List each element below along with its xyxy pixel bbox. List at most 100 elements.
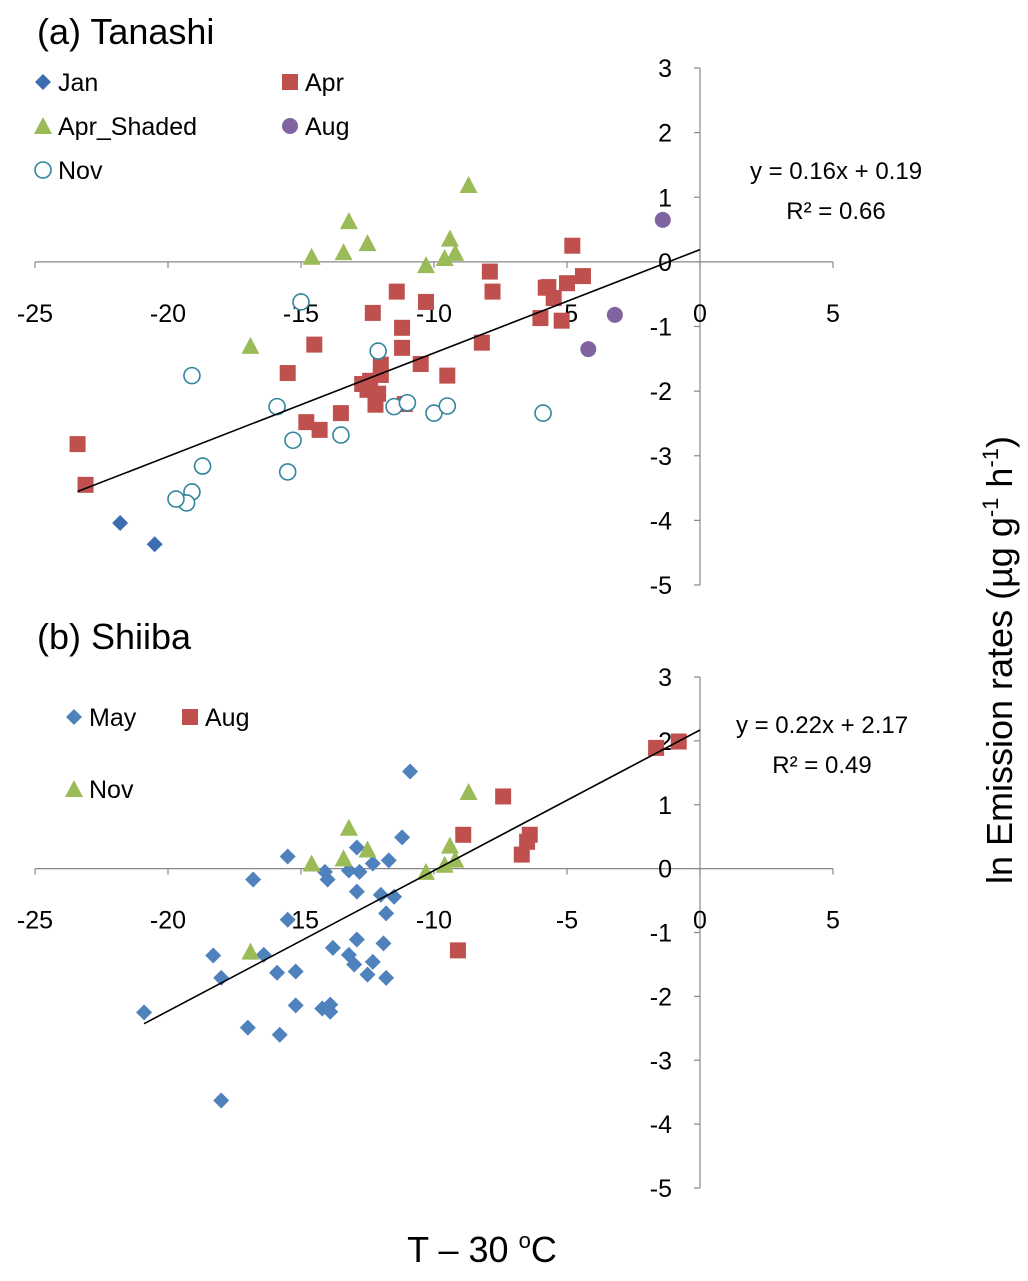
data-point (213, 969, 230, 986)
data-point (473, 334, 490, 351)
data-point (271, 1026, 288, 1043)
data-point (287, 997, 304, 1014)
data-point (339, 818, 358, 836)
data-point (402, 763, 419, 780)
data-point (239, 1019, 256, 1036)
data-point (375, 935, 392, 952)
data-point (449, 942, 466, 959)
y-label-part: ) (979, 436, 1020, 448)
data-point (439, 367, 456, 384)
y-tick-label: 3 (658, 664, 672, 692)
data-point (394, 319, 411, 336)
trendline-equation: y = 0.16x + 0.19 (750, 158, 922, 185)
data-point (319, 871, 336, 888)
x-label-part: T – 30 (407, 1229, 518, 1270)
data-point (364, 855, 381, 872)
legend-label: Jan (58, 69, 98, 97)
data-point (440, 229, 459, 247)
y-tick-label: 1 (658, 184, 672, 212)
data-point (455, 826, 472, 843)
y-tick-label: -5 (650, 572, 672, 600)
data-point (324, 939, 341, 956)
data-point (183, 366, 201, 385)
data-point (388, 283, 405, 300)
x-label-sup: o (519, 1228, 531, 1253)
trendline-equation: y = 0.22x + 2.17 (736, 712, 908, 739)
data-point (580, 341, 597, 358)
y-tick-label: -3 (650, 1047, 672, 1075)
legend-label: May (89, 704, 137, 732)
legend-label: Aug (205, 704, 249, 732)
legend-marker (35, 74, 51, 90)
x-tick-label: -25 (17, 907, 53, 935)
data-point (112, 514, 129, 531)
y-label-part: ln Emission rates (µg g (979, 517, 1020, 884)
x-tick-label: 5 (826, 907, 840, 935)
data-point (459, 175, 478, 193)
data-point (378, 905, 395, 922)
data-point (398, 393, 417, 412)
y-axis-title: ln Emission rates (µg g-1 h-1) (978, 436, 1020, 884)
data-point (241, 336, 260, 354)
data-point (386, 888, 403, 905)
x-tick-label: -5 (556, 907, 578, 935)
data-point (532, 310, 549, 327)
data-point (311, 421, 328, 438)
chart-title: (b) Shiiba (37, 616, 192, 657)
x-tick-label: -10 (416, 907, 452, 935)
data-point (564, 237, 581, 254)
data-point (358, 234, 377, 252)
chart-title: (a) Tanashi (37, 11, 214, 52)
data-point (534, 404, 552, 422)
y-label-part: h (979, 468, 1020, 498)
trendline (143, 729, 701, 1025)
data-point (241, 942, 260, 960)
data-point (513, 846, 530, 863)
data-point (334, 849, 353, 867)
data-point (438, 397, 457, 415)
data-point (348, 839, 365, 856)
data-point (351, 863, 368, 880)
data-point (193, 457, 212, 475)
data-point (553, 312, 570, 329)
data-point (332, 405, 349, 422)
data-point (292, 293, 310, 311)
y-tick-label: -2 (650, 378, 672, 406)
data-point (559, 275, 575, 292)
y-tick-label: -1 (650, 314, 672, 342)
x-label-part: C (531, 1229, 557, 1270)
data-point (146, 536, 163, 553)
data-point (417, 256, 436, 274)
data-point (417, 862, 436, 880)
data-point (278, 463, 297, 481)
data-point (339, 212, 358, 230)
x-tick-label: 5 (826, 300, 840, 328)
legend-label: Aug (305, 113, 349, 141)
data-point (340, 862, 357, 879)
data-point (378, 969, 395, 986)
data-point (446, 243, 465, 261)
data-point (69, 436, 86, 453)
y-tick-label: 2 (658, 120, 672, 148)
data-point (269, 964, 286, 981)
y-tick-label: -2 (650, 983, 672, 1011)
data-point (167, 490, 185, 508)
y-tick-label: -5 (650, 1175, 672, 1203)
data-point (425, 404, 443, 422)
data-point (364, 304, 381, 321)
data-point (440, 836, 459, 854)
data-point (394, 339, 411, 356)
data-point (380, 852, 397, 869)
x-tick-label: -20 (150, 300, 186, 328)
data-point (574, 268, 591, 285)
data-point (348, 883, 365, 900)
legend-marker (34, 161, 52, 179)
x-tick-label: -20 (150, 907, 186, 935)
data-point (484, 283, 501, 300)
data-point (654, 211, 671, 228)
data-point (370, 385, 387, 402)
data-point (332, 426, 350, 444)
y-tick-label: 0 (658, 856, 672, 884)
data-point (358, 840, 377, 858)
data-point (606, 306, 623, 323)
